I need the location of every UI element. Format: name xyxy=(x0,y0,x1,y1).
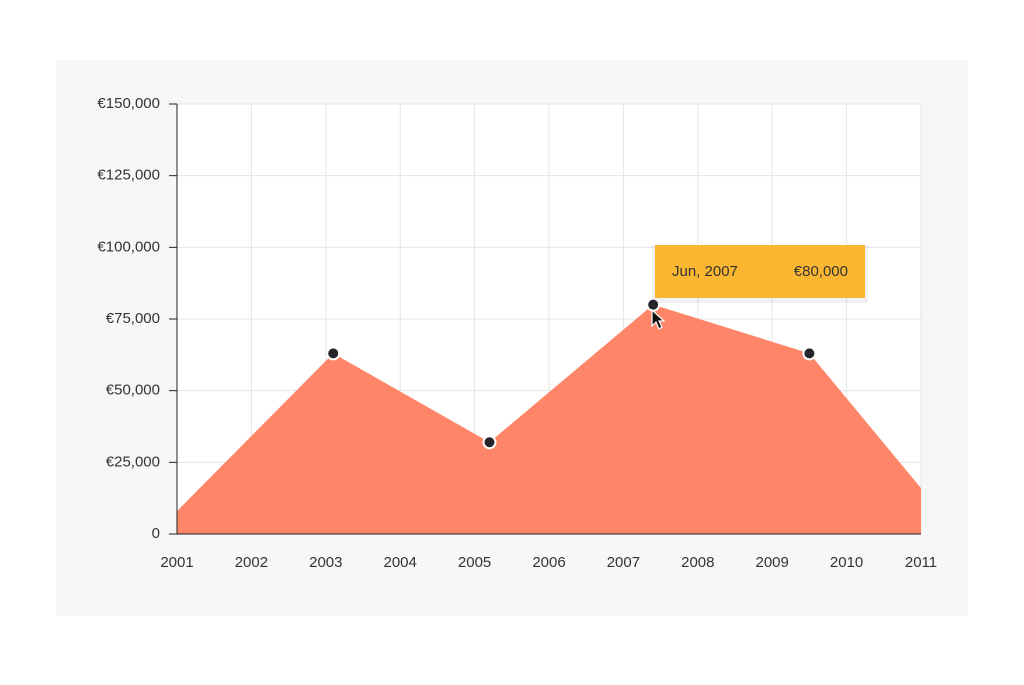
point-marker xyxy=(482,435,497,450)
x-tick-label: 2002 xyxy=(235,554,268,571)
tooltip-date: Jun, 2007 xyxy=(672,263,738,280)
marks xyxy=(177,297,921,534)
axes: 0 €25,000 €50,000 €75,000 €100,000 €125,000 €1… xyxy=(97,95,937,571)
x-tick-label: 2010 xyxy=(830,554,863,571)
x-tick-label: 2003 xyxy=(309,554,342,571)
y-tick-label: €50,000 xyxy=(106,382,160,399)
y-tick-label: €75,000 xyxy=(106,310,160,327)
x-tick-label: 2007 xyxy=(607,554,640,571)
y-tick-label: €100,000 xyxy=(97,238,160,255)
x-tick-label: 2011 xyxy=(905,554,937,571)
area xyxy=(177,304,921,534)
x-tick-label: 2006 xyxy=(532,554,565,571)
x-tick-label: 2004 xyxy=(384,554,417,571)
x-tick-label: 2005 xyxy=(458,554,491,571)
point-marker xyxy=(326,346,341,361)
tooltip-value: €80,000 xyxy=(794,263,848,280)
y-tick-label: €25,000 xyxy=(106,453,160,470)
x-tick-label: 2008 xyxy=(681,554,714,571)
cursor xyxy=(651,308,666,330)
point-marker xyxy=(802,346,817,361)
y-tick-label: €125,000 xyxy=(97,167,160,184)
x-tick-label: 2001 xyxy=(160,554,193,571)
tooltip: Jun, 2007 €80,000 xyxy=(651,245,868,330)
y-tick-label: 0 xyxy=(152,525,160,542)
y-tick-label: €150,000 xyxy=(97,95,160,112)
tooltip-box xyxy=(655,245,865,298)
x-tick-label: 2009 xyxy=(756,554,789,571)
